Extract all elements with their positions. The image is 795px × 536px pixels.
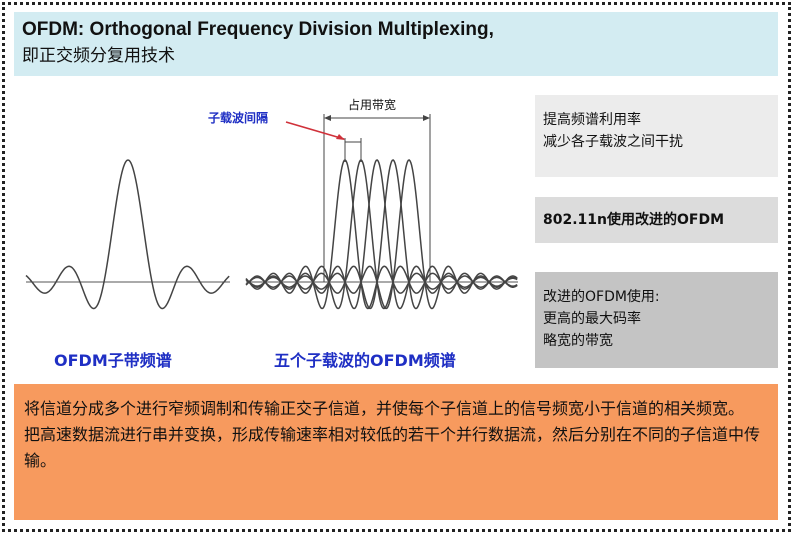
five-subcarrier-spectrum xyxy=(245,159,518,310)
benefit-line-2: 减少各子载波之间干扰 xyxy=(543,134,683,150)
description-paragraph-1: 将信道分成多个进行窄频调制和传输正交子信道，并使每个子信道上的信号频宽小于信道的… xyxy=(24,399,745,418)
bandwidth-arrowhead-right xyxy=(423,115,430,121)
spacing-pointer-arrow xyxy=(285,121,345,140)
improvement-box: 改进的OFDM使用: 更高的最大码率 略宽的带宽 xyxy=(535,272,778,368)
improvement-line-2: 更高的最大码率 xyxy=(543,311,641,327)
ofdm-spectrum-diagram: 占用带宽 子载波间隔 OFDM子带频谱 五个子载波的OFDM频谱 xyxy=(25,97,518,370)
bandwidth-marker: 占用带宽 xyxy=(323,97,431,282)
standard-text: 802.11n使用改进的OFDM xyxy=(543,212,725,228)
standard-box: 802.11n使用改进的OFDM xyxy=(535,197,778,243)
improvement-line-3: 略宽的带宽 xyxy=(543,333,613,349)
description-box: 将信道分成多个进行窄频调制和传输正交子信道，并使每个子信道上的信号频宽小于信道的… xyxy=(14,384,778,520)
left-caption: OFDM子带频谱 xyxy=(54,351,172,370)
subcarrier-curve-4 xyxy=(245,159,518,310)
bandwidth-arrowhead-left xyxy=(324,115,331,121)
title-english: OFDM: Orthogonal Frequency Division Mult… xyxy=(22,19,494,40)
title-banner: OFDM: Orthogonal Frequency Division Mult… xyxy=(14,12,778,76)
right-caption: 五个子载波的OFDM频谱 xyxy=(274,351,456,370)
improvement-line-1: 改进的OFDM使用: xyxy=(543,289,660,305)
spacing-label: 子载波间隔 xyxy=(208,110,268,125)
bandwidth-label: 占用带宽 xyxy=(348,97,396,112)
benefit-box: 提高频谱利用率 减少各子载波之间干扰 xyxy=(535,95,778,177)
title-chinese: 即正交频分复用技术 xyxy=(22,46,175,66)
spacing-marker: 子载波间隔 xyxy=(208,110,362,162)
spacing-pointer-arrowhead xyxy=(336,134,345,140)
subcarrier-curve-5 xyxy=(245,159,518,310)
single-subband-spectrum xyxy=(25,159,230,310)
description-paragraph-2: 把高速数据流进行串并变换，形成传输速率相对较低的若干个并行数据流，然后分别在不同… xyxy=(24,425,761,470)
single-subband-curve xyxy=(25,159,230,310)
benefit-line-1: 提高频谱利用率 xyxy=(543,112,641,128)
